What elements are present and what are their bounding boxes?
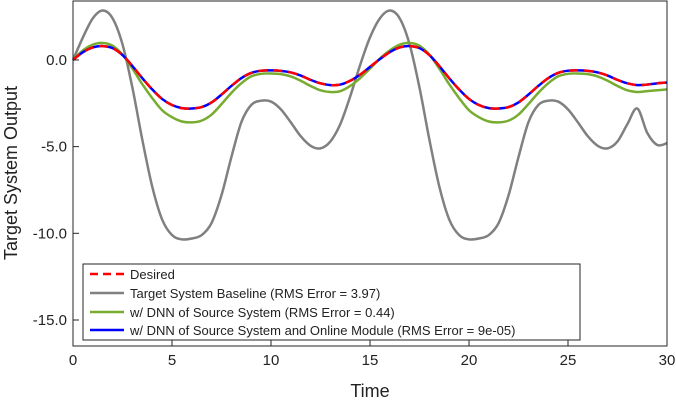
- legend-label-dnn: w/ DNN of Source System (RMS Error = 0.4…: [129, 305, 395, 320]
- x-axis-title: Time: [350, 381, 389, 401]
- legend-label-desired: Desired: [130, 267, 175, 282]
- x-tick-label: 20: [461, 352, 478, 369]
- legend: Desired Target System Baseline (RMS Erro…: [82, 263, 581, 341]
- legend-box: [82, 263, 581, 341]
- y-tick-label: 0.0: [46, 52, 67, 69]
- x-tick-label: 25: [560, 352, 577, 369]
- series-baseline-line: [71, 9, 668, 241]
- legend-label-baseline: Target System Baseline (RMS Error = 3.97…: [130, 286, 380, 301]
- series-dnn-line: [72, 41, 668, 124]
- y-tick-label: -10.0: [33, 225, 67, 242]
- x-tick-label: 0: [69, 352, 77, 369]
- y-tick-label: -5.0: [41, 139, 67, 156]
- series-desired-line: [72, 44, 668, 110]
- legend-label-dnn-online: w/ DNN of Source System and Online Modul…: [129, 323, 515, 338]
- x-tick-label: 10: [263, 352, 280, 369]
- x-tick-label: 30: [659, 352, 676, 369]
- y-tick-label: -15.0: [33, 312, 67, 329]
- x-tick-label: 5: [168, 352, 176, 369]
- y-axis-title: Target System Output: [1, 86, 21, 260]
- ticks-layer: 0 5 10 15 20 25 30 0.0 -5.0 -10.0 -15.0: [33, 52, 676, 369]
- series-layer: [71, 9, 668, 241]
- x-tick-label: 15: [362, 352, 379, 369]
